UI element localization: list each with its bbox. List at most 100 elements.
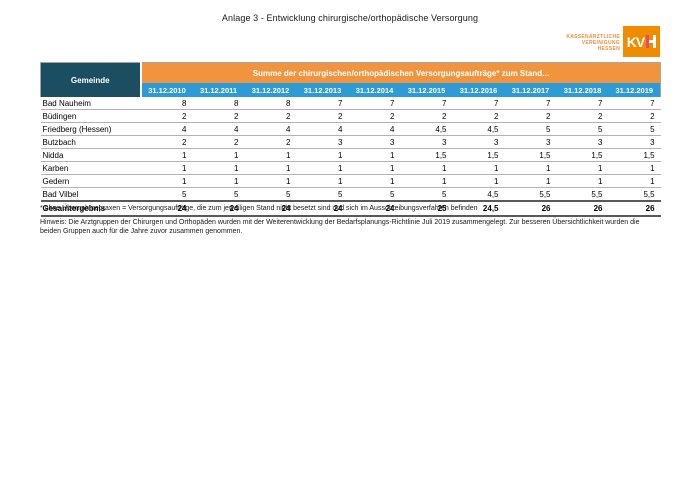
gemeinde-name: Karben: [40, 161, 141, 175]
value-cell: 5: [140, 187, 193, 202]
total-value-cell: 24: [296, 200, 349, 217]
value-cell: 3: [452, 135, 505, 149]
value-cell: 3: [296, 135, 349, 149]
value-cell: 2: [608, 109, 661, 123]
gemeinde-name: Butzbach: [40, 135, 141, 149]
value-cell: 1: [296, 174, 349, 188]
value-cell: 5: [348, 187, 401, 202]
column-header-date: 31.12.2015: [400, 83, 453, 97]
value-cell: 1: [192, 148, 245, 162]
footnote-hinweis: Hinweis: Die Arztgruppen der Chirurgen u…: [40, 219, 640, 235]
value-cell: 1,5: [608, 148, 661, 162]
value-cell: 5: [504, 122, 557, 136]
value-cell: 7: [504, 97, 557, 110]
value-cell: 1: [296, 161, 349, 175]
value-cell: 8: [244, 97, 297, 110]
date-header-row: 31.12.2010 31.12.2011 31.12.2012 31.12.2013…: [41, 83, 662, 97]
value-cell: 2: [192, 109, 245, 123]
footnote-asterisk: * ohne Übernahmepraxen = Versorgungsauft…: [40, 205, 478, 212]
value-cell: 1: [296, 148, 349, 162]
value-cell: 3: [608, 135, 661, 149]
column-header-date: 31.12.2014: [348, 83, 401, 97]
total-value-cell: 26: [504, 200, 557, 217]
value-cell: 2: [400, 109, 453, 123]
value-cell: 2: [244, 109, 297, 123]
table-row: Butzbach 2 2 2 3 3 3 3 3 3 3: [40, 135, 661, 149]
table-total: Gesamtergebnis 24 24 24 24 24 25 24,5 26 26 26: [40, 200, 661, 217]
table-row: Karben 1 1 1 1 1 1 1 1 1 1: [40, 161, 661, 175]
value-cell: 1,5: [556, 148, 609, 162]
value-cell: 4: [296, 122, 349, 136]
value-cell: 2: [452, 109, 505, 123]
total-value-cell: 24: [140, 200, 193, 217]
value-cell: 1,5: [400, 148, 453, 162]
table-row: Büdingen 2 2 2 2 2 2 2 2 2 2: [40, 109, 661, 123]
group-header: Summe der chirurgischen/orthopädischen V…: [140, 62, 662, 83]
value-cell: 1: [348, 148, 401, 162]
value-cell: 5: [192, 187, 245, 202]
column-header-date: 31.12.2011: [192, 83, 245, 97]
versorgung-table: Gemeinde Summe der chirurgischen/orthopä…: [40, 62, 662, 217]
value-cell: 7: [296, 97, 349, 110]
total-value-cell: 24,5: [452, 200, 505, 217]
total-value-cell: 24: [244, 200, 297, 217]
column-header-date: 31.12.2018: [556, 83, 609, 97]
corner-header-gemeinde: Gemeinde: [40, 62, 142, 97]
value-cell: 1: [244, 174, 297, 188]
value-cell: 2: [244, 135, 297, 149]
value-cell: 4,5: [452, 187, 505, 202]
value-cell: 5,5: [608, 187, 661, 202]
kvh-logo: KASSENÄRZTLICHE VEREINIGUNG HESSEN KV: [566, 26, 660, 57]
value-cell: 4: [348, 122, 401, 136]
value-cell: 1: [608, 161, 661, 175]
group-header-row: Gemeinde Summe der chirurgischen/orthopä…: [40, 62, 662, 97]
value-cell: 1: [192, 161, 245, 175]
value-cell: 2: [556, 109, 609, 123]
value-cell: 4: [192, 122, 245, 136]
kvh-logo-org-line: HESSEN: [597, 45, 620, 52]
value-cell: 5: [244, 187, 297, 202]
value-cell: 1: [400, 174, 453, 188]
value-cell: 7: [452, 97, 505, 110]
total-value-cell: 25: [400, 200, 453, 217]
value-cell: 7: [556, 97, 609, 110]
value-cell: 3: [400, 135, 453, 149]
page-title: Anlage 3 - Entwicklung chirurgische/orth…: [221, 13, 479, 23]
value-cell: 1: [504, 161, 557, 175]
value-cell: 4: [140, 122, 193, 136]
value-cell: 1: [348, 174, 401, 188]
total-value-cell: 24: [192, 200, 245, 217]
value-cell: 2: [348, 109, 401, 123]
table-row: Gedern 1 1 1 1 1 1 1 1 1 1: [40, 174, 661, 188]
gemeinde-name: Bad Nauheim: [40, 97, 141, 110]
value-cell: 1: [244, 161, 297, 175]
value-cell: 1: [140, 174, 193, 188]
value-cell: 1: [140, 148, 193, 162]
total-label: Gesamtergebnis: [40, 200, 141, 217]
value-cell: 3: [504, 135, 557, 149]
total-value-cell: 26: [556, 200, 609, 217]
value-cell: 5: [296, 187, 349, 202]
column-header-date: 31.12.2016: [452, 83, 505, 97]
kvh-logo-h-glyph-icon: [646, 35, 657, 48]
value-cell: 3: [556, 135, 609, 149]
value-cell: 1,5: [504, 148, 557, 162]
value-cell: 1: [452, 161, 505, 175]
kvh-logo-org-line: KASSENÄRZTLICHE: [566, 34, 620, 40]
value-cell: 2: [140, 109, 193, 123]
gemeinde-name: Gedern: [40, 174, 141, 188]
value-cell: 5: [556, 122, 609, 136]
column-header-date: 31.12.2010: [140, 83, 193, 97]
total-value-cell: 24: [348, 200, 401, 217]
value-cell: 2: [504, 109, 557, 123]
value-cell: 4,5: [452, 122, 505, 136]
table-row: Bad Nauheim 8 8 8 7 7 7 7 7 7 7: [40, 97, 661, 110]
value-cell: 1,5: [452, 148, 505, 162]
total-value-cell: 26: [608, 200, 661, 217]
value-cell: 5: [400, 187, 453, 202]
value-cell: 5,5: [504, 187, 557, 202]
value-cell: 4: [244, 122, 297, 136]
table-body: Bad Nauheim 8 8 8 7 7 7 7 7 7 7 Büdingen 2 2 2 2 2 2 2 2 2 2 F…: [40, 97, 661, 202]
value-cell: 7: [400, 97, 453, 110]
value-cell: 7: [348, 97, 401, 110]
